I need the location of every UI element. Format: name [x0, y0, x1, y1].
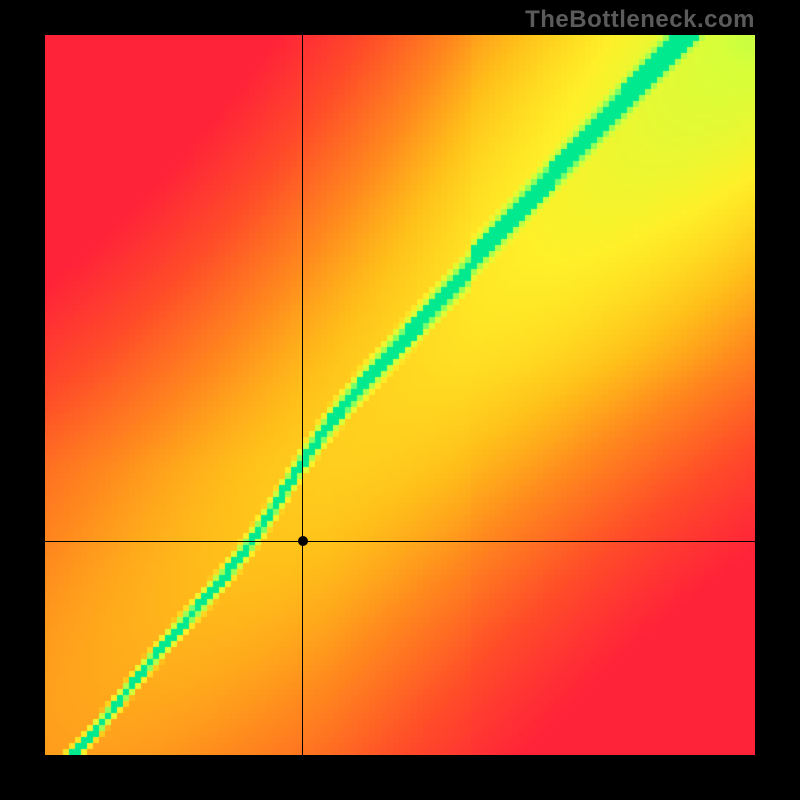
crosshair-horizontal — [45, 541, 755, 542]
bottleneck-heatmap — [45, 35, 755, 755]
operating-point-marker — [298, 536, 308, 546]
crosshair-vertical — [302, 35, 303, 755]
watermark-text: TheBottleneck.com — [525, 6, 755, 34]
